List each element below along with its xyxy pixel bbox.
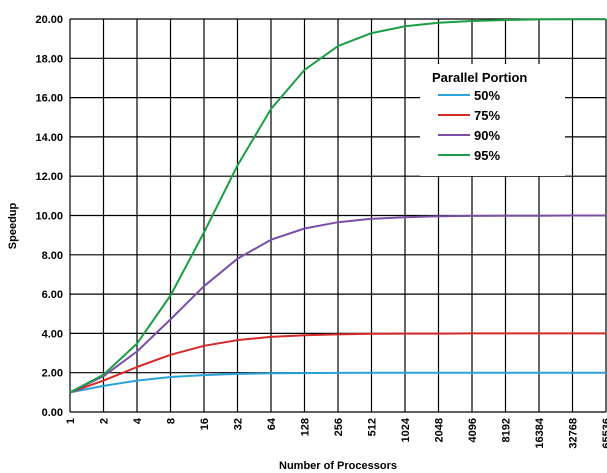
series-line-50pct [69, 371, 606, 394]
x-tick-label: 32768 [568, 418, 580, 449]
y-tick-label: 8.00 [42, 250, 63, 262]
x-tick-label: 64 [266, 417, 278, 430]
legend: Parallel Portion 50% 75% 90% 95% [420, 64, 565, 176]
legend-label: 95% [474, 148, 500, 163]
x-axis-title: Number of Processors [279, 460, 397, 472]
x-tick-label: 1024 [400, 417, 412, 442]
legend-label: 50% [474, 88, 500, 103]
x-tick-label: 16 [199, 418, 211, 430]
legend-box [420, 64, 565, 176]
x-tick-label: 128 [300, 418, 312, 436]
y-tick-label: 2.00 [42, 368, 63, 380]
x-tick-label: 2 [99, 418, 111, 424]
x-tick-label: 65536 [601, 418, 607, 449]
y-tick-label: 6.00 [42, 289, 63, 301]
x-tick-label: 16384 [534, 417, 546, 448]
legend-entries: 50% 75% 90% 95% [438, 88, 500, 163]
x-tick-label: 1 [65, 418, 77, 424]
x-tick-label: 32 [233, 418, 245, 430]
y-tick-label: 10.00 [35, 211, 63, 223]
x-tick-label: 2048 [434, 418, 446, 442]
x-tick-label: 256 [333, 418, 345, 436]
y-tick-labels: 0.00 2.00 4.00 6.00 8.00 10.00 12.00 14.00 16.00… [35, 14, 63, 419]
series-lines [69, 18, 606, 394]
y-axis-title: Speedup [7, 202, 19, 249]
x-tick-label: 8192 [501, 418, 513, 442]
legend-title: Parallel Portion [432, 70, 527, 85]
x-tick-label: 4 [132, 417, 144, 424]
y-tick-label: 14.00 [35, 132, 63, 144]
y-tick-label: 12.00 [35, 171, 63, 183]
series-line-75pct [69, 332, 606, 394]
y-tick-label: 4.00 [42, 328, 63, 340]
y-tick-label: 16.00 [35, 93, 63, 105]
series-line-95pct [69, 18, 606, 394]
legend-label: 90% [474, 128, 500, 143]
series-line-90pct [69, 214, 606, 394]
y-tick-label: 18.00 [35, 53, 63, 65]
x-tick-labels: 1 2 4 8 16 32 64 128 256 512 1024 2048 4096 8192 16384… [65, 417, 607, 448]
x-tick-label: 512 [367, 418, 379, 436]
y-tick-label: 0.00 [42, 407, 63, 419]
x-tick-label: 4096 [467, 418, 479, 442]
legend-label: 75% [474, 108, 500, 123]
x-tick-label: 8 [166, 418, 178, 424]
y-tick-label: 20.00 [35, 14, 63, 26]
